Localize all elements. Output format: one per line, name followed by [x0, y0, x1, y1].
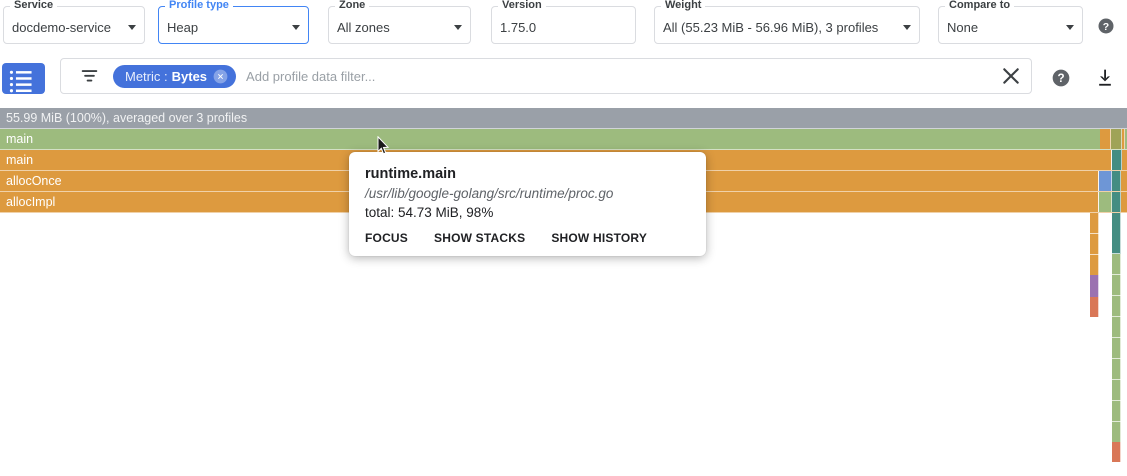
svg-text:?: ?	[1057, 72, 1064, 85]
svg-text:?: ?	[1103, 21, 1109, 33]
